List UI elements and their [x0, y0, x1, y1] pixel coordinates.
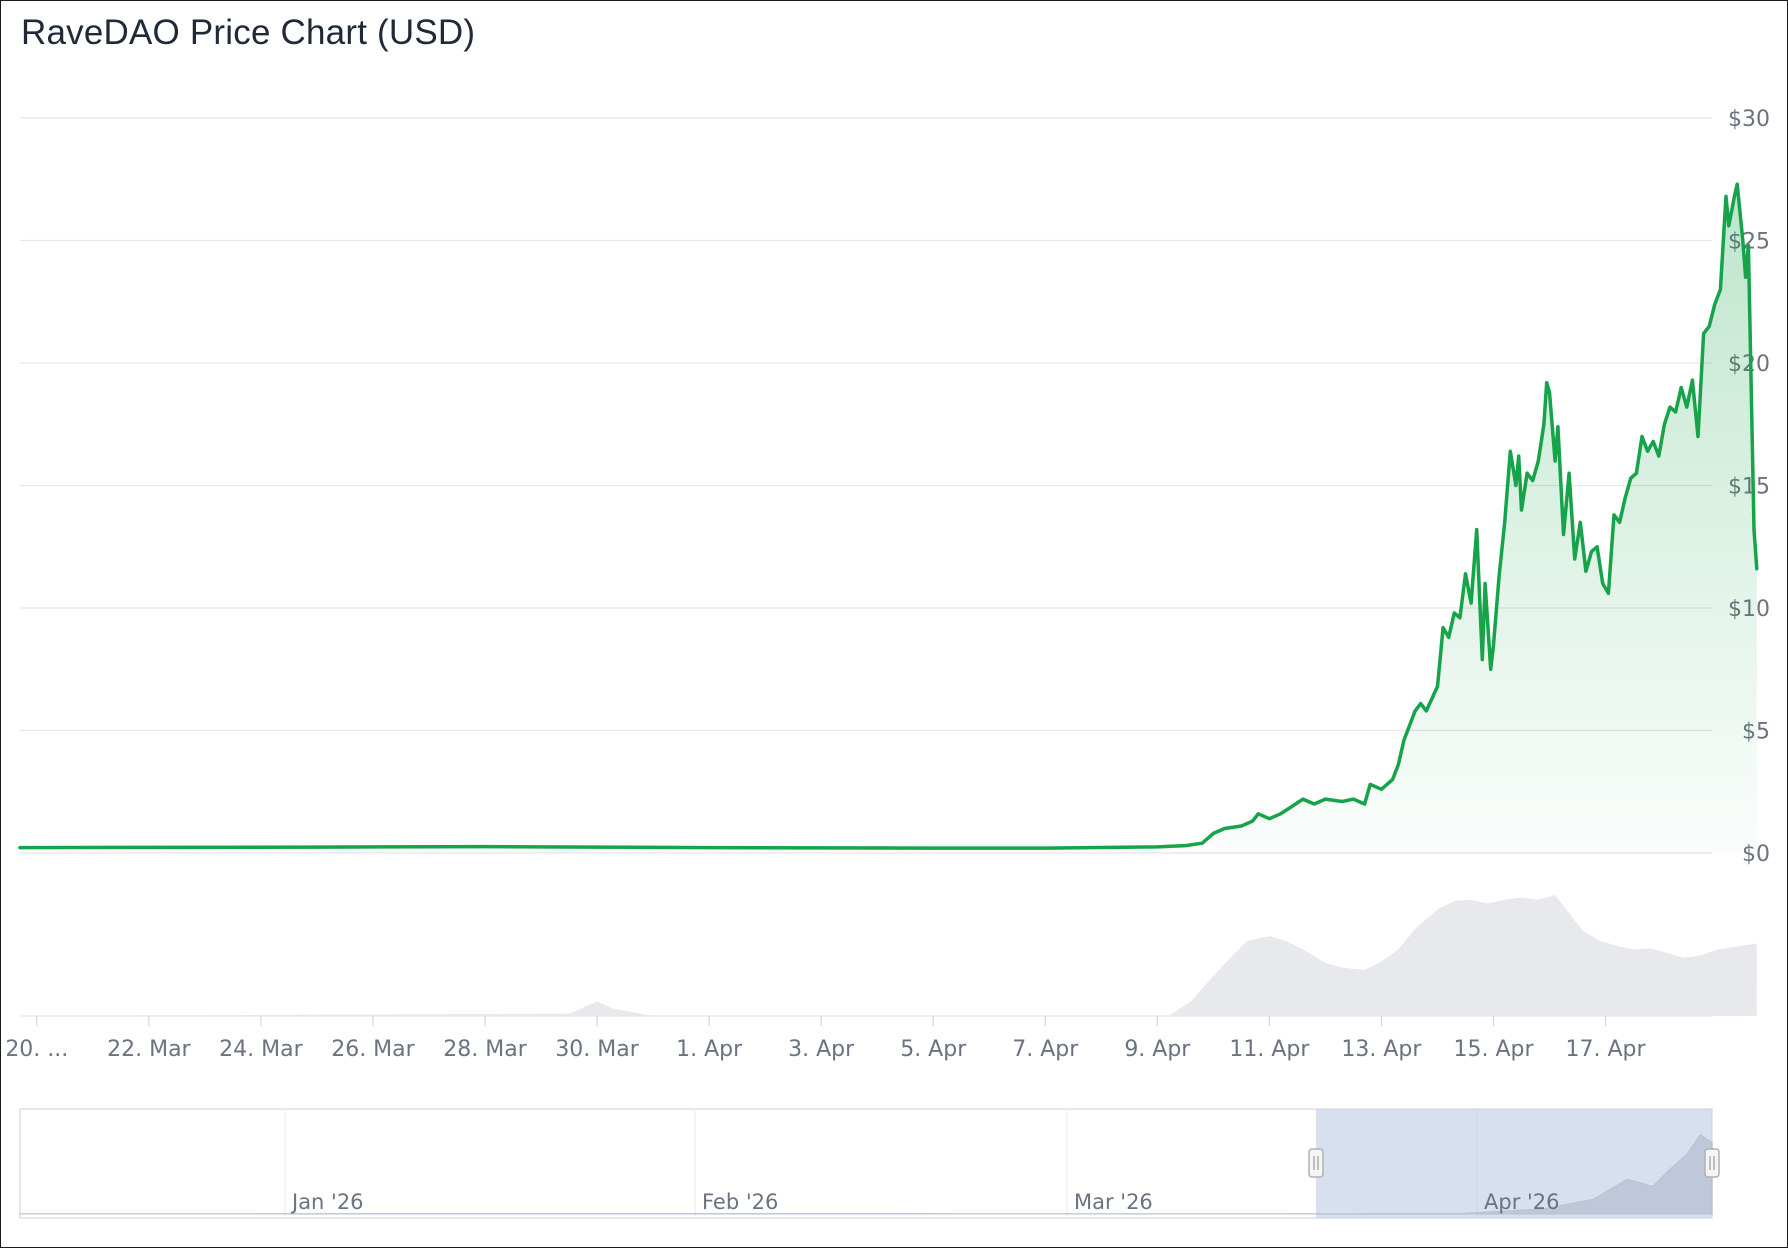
navigator[interactable]: Jan '26 Feb '26 Mar '26 Apr '26 — [19, 1108, 1720, 1219]
x-tick-label: 11. Apr — [1229, 1037, 1310, 1062]
x-tick-label: 20. ... — [5, 1037, 68, 1062]
grid-lines — [20, 117, 1712, 854]
x-tick-label: 28. Mar — [443, 1037, 527, 1062]
navigator-label: Apr '26 — [1484, 1190, 1560, 1214]
x-axis: 20. ... 22. Mar 24. Mar 26. Mar 28. Mar 30. M… — [5, 1016, 1647, 1062]
navigator-handle[interactable] — [1308, 1148, 1324, 1178]
x-tick-label: 30. Mar — [555, 1037, 639, 1062]
navigator-handle[interactable] — [1704, 1148, 1720, 1178]
x-tick-label: 3. Apr — [788, 1037, 855, 1062]
navigator-label: Feb '26 — [702, 1190, 778, 1214]
price-area — [18, 182, 1759, 854]
chart-title: RaveDAO Price Chart (USD) — [21, 13, 476, 52]
price-area-fill — [20, 184, 1757, 854]
volume-area — [20, 895, 1757, 1016]
navigator-label: Jan '26 — [290, 1190, 364, 1214]
x-tick-label: 1. Apr — [676, 1037, 743, 1062]
navigator-series — [19, 1134, 1713, 1215]
y-tick-label: $30 — [1728, 107, 1770, 132]
x-tick-label: 24. Mar — [219, 1037, 303, 1062]
x-tick-label: 22. Mar — [107, 1037, 191, 1062]
x-tick-label: 17. Apr — [1566, 1037, 1647, 1062]
x-tick-label: 5. Apr — [900, 1037, 967, 1062]
x-tick-label: 15. Apr — [1453, 1037, 1534, 1062]
x-tick-label: 7. Apr — [1012, 1037, 1079, 1062]
navigator-label: Mar '26 — [1074, 1190, 1153, 1214]
volume-bars — [20, 895, 1757, 1017]
x-tick-label: 13. Apr — [1341, 1037, 1422, 1062]
x-tick-label: 9. Apr — [1124, 1037, 1191, 1062]
price-line — [18, 182, 1759, 850]
x-tick-label: 26. Mar — [331, 1037, 415, 1062]
